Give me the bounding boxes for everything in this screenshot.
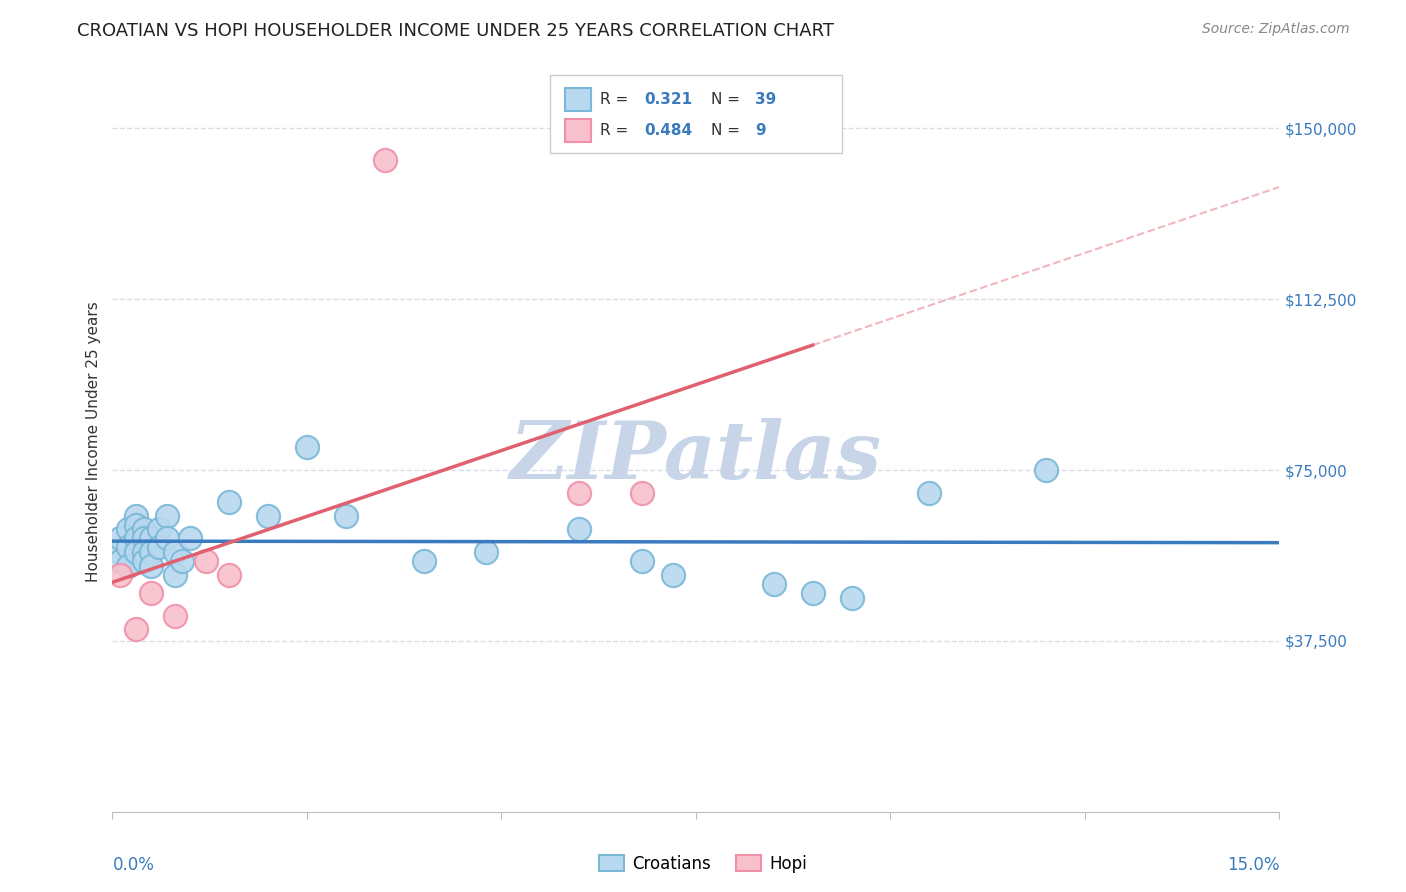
Point [179, 532, 201, 546]
Point [412, 554, 434, 568]
Point [630, 485, 652, 500]
Point [218, 567, 240, 582]
Point [841, 591, 863, 605]
Legend: Croatians, Hopi: Croatians, Hopi [592, 848, 814, 880]
Point [374, 153, 396, 168]
Text: 15.0%: 15.0% [1227, 856, 1279, 874]
Point [335, 508, 357, 523]
Point [918, 485, 941, 500]
Point [132, 545, 155, 559]
Text: Source: ZipAtlas.com: Source: ZipAtlas.com [1202, 22, 1350, 37]
Point [125, 545, 148, 559]
Point [295, 440, 318, 454]
Point [568, 485, 591, 500]
Point [125, 517, 148, 532]
Point [141, 558, 163, 573]
Point [110, 554, 132, 568]
Point [475, 545, 498, 559]
Point [148, 522, 170, 536]
Text: CROATIAN VS HOPI HOUSEHOLDER INCOME UNDER 25 YEARS CORRELATION CHART: CROATIAN VS HOPI HOUSEHOLDER INCOME UNDE… [77, 22, 834, 40]
Point [257, 508, 280, 523]
Point [568, 522, 591, 536]
Point [163, 545, 186, 559]
Point [630, 554, 652, 568]
Point [117, 522, 139, 536]
Point [1035, 463, 1057, 477]
Point [117, 558, 139, 573]
Point [141, 545, 163, 559]
Point [661, 567, 683, 582]
FancyBboxPatch shape [565, 88, 591, 111]
Text: ZIPatlas: ZIPatlas [510, 417, 882, 495]
Point [132, 532, 155, 546]
Point [163, 608, 186, 623]
Point [801, 586, 824, 600]
Point [141, 586, 163, 600]
FancyBboxPatch shape [550, 75, 842, 153]
Text: R =: R = [600, 123, 633, 138]
Point [218, 495, 240, 509]
Text: 9: 9 [755, 123, 766, 138]
Point [132, 554, 155, 568]
Point [163, 567, 186, 582]
Point [148, 541, 170, 555]
Text: 39: 39 [755, 92, 776, 107]
Point [132, 522, 155, 536]
Text: N =: N = [711, 123, 745, 138]
Point [125, 532, 148, 546]
Y-axis label: Householder Income Under 25 years: Householder Income Under 25 years [86, 301, 101, 582]
Point [141, 532, 163, 546]
Point [110, 567, 132, 582]
Text: 0.321: 0.321 [644, 92, 693, 107]
Point [762, 577, 785, 591]
Text: 0.0%: 0.0% [112, 856, 155, 874]
Point [194, 554, 217, 568]
Point [117, 541, 139, 555]
FancyBboxPatch shape [565, 120, 591, 142]
Text: R =: R = [600, 92, 633, 107]
Text: N =: N = [711, 92, 745, 107]
Point [125, 508, 148, 523]
Point [172, 554, 194, 568]
Point [156, 532, 179, 546]
Point [110, 545, 132, 559]
Point [156, 508, 179, 523]
Text: 0.484: 0.484 [644, 123, 693, 138]
Point [125, 623, 148, 637]
Point [110, 532, 132, 546]
